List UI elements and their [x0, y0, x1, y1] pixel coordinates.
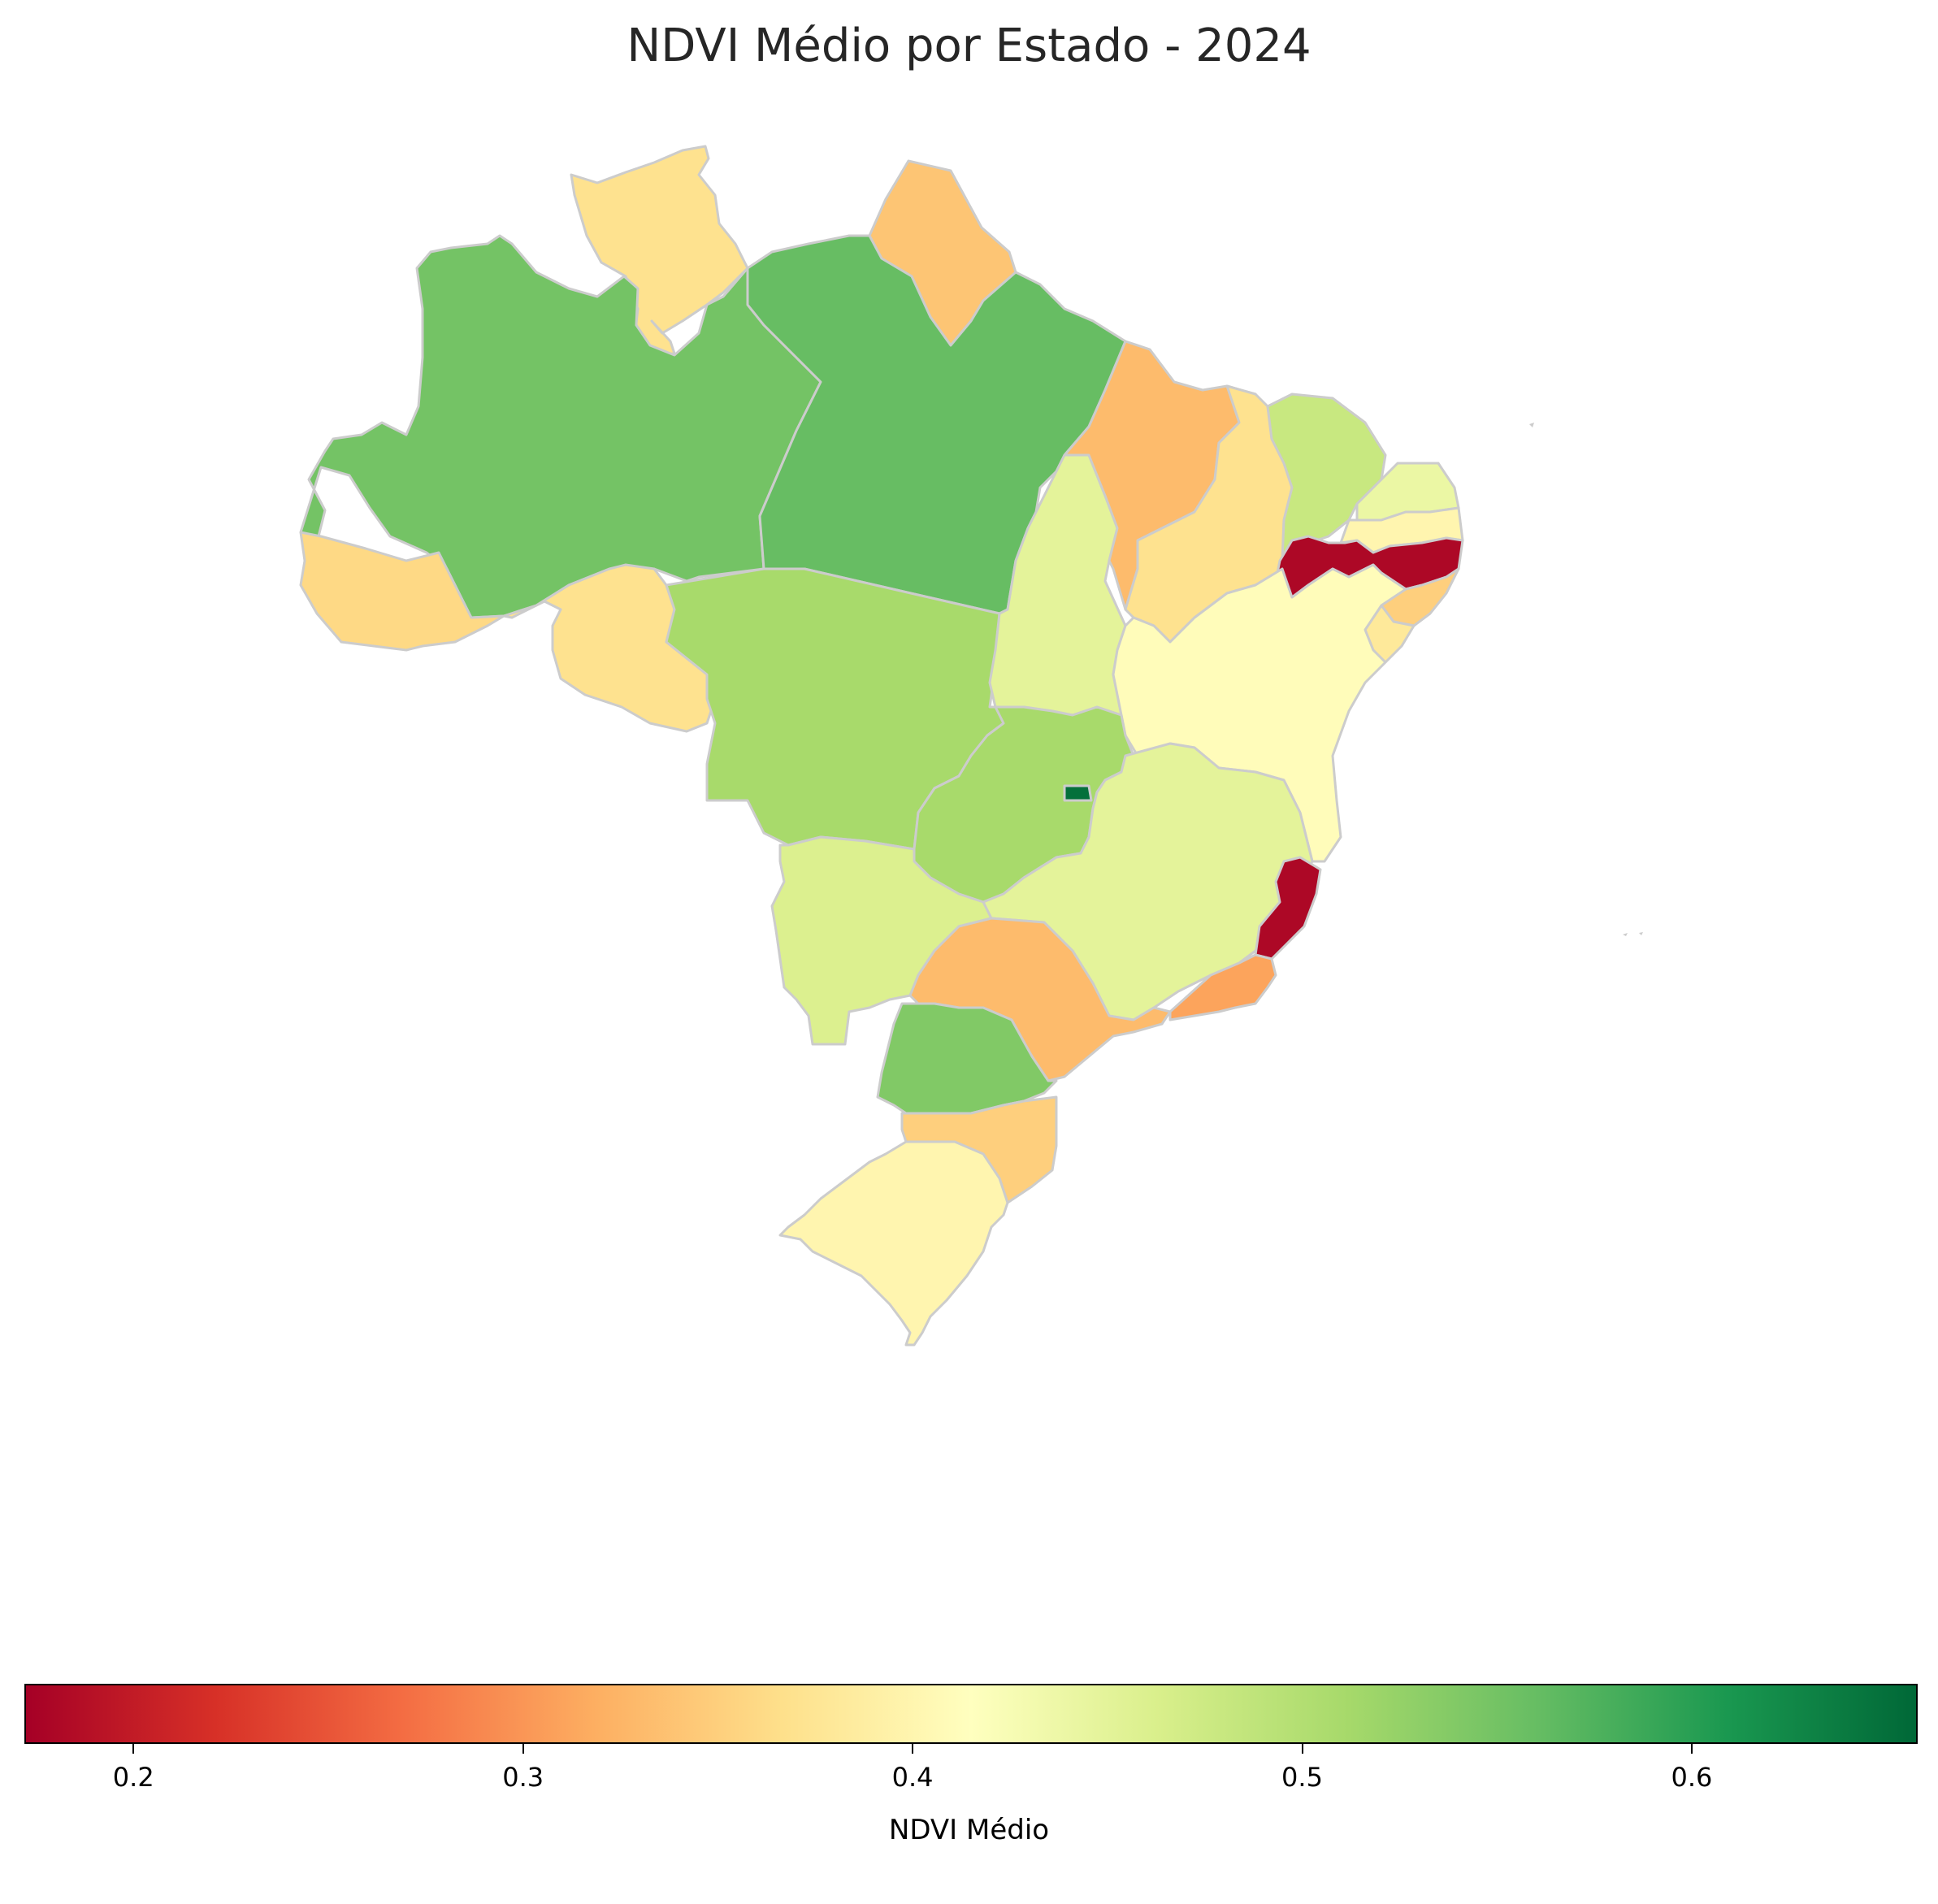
colorbar-tick [132, 1744, 135, 1754]
state-rj [1168, 953, 1277, 1021]
island-marker [1529, 423, 1534, 427]
colorbar-tick [1690, 1744, 1693, 1754]
colorbar-tick-label: 0.3 [502, 1762, 544, 1793]
colorbar-tick [912, 1744, 914, 1754]
colorbar-tick-label: 0.2 [112, 1762, 154, 1793]
colorbar-label: NDVI Médio [888, 1814, 1050, 1846]
island-marker [1623, 933, 1628, 936]
colorbar-tick [522, 1744, 524, 1754]
state-ac [299, 531, 505, 652]
state-ce [1266, 393, 1387, 562]
island-marker [1639, 932, 1643, 935]
state-ro [502, 563, 717, 733]
colorbar-tick-label: 0.6 [1671, 1762, 1713, 1793]
state-rs [778, 1140, 1009, 1347]
colorbar-tick [1301, 1744, 1303, 1754]
colorbar-tick-label: 0.5 [1281, 1762, 1323, 1793]
state-df [1063, 784, 1093, 802]
colorbar [24, 1684, 1918, 1744]
map-title: NDVI Médio por Estado - 2024 [626, 20, 1312, 72]
colorbar-tick-label: 0.4 [891, 1762, 934, 1793]
state-es [1254, 856, 1322, 961]
